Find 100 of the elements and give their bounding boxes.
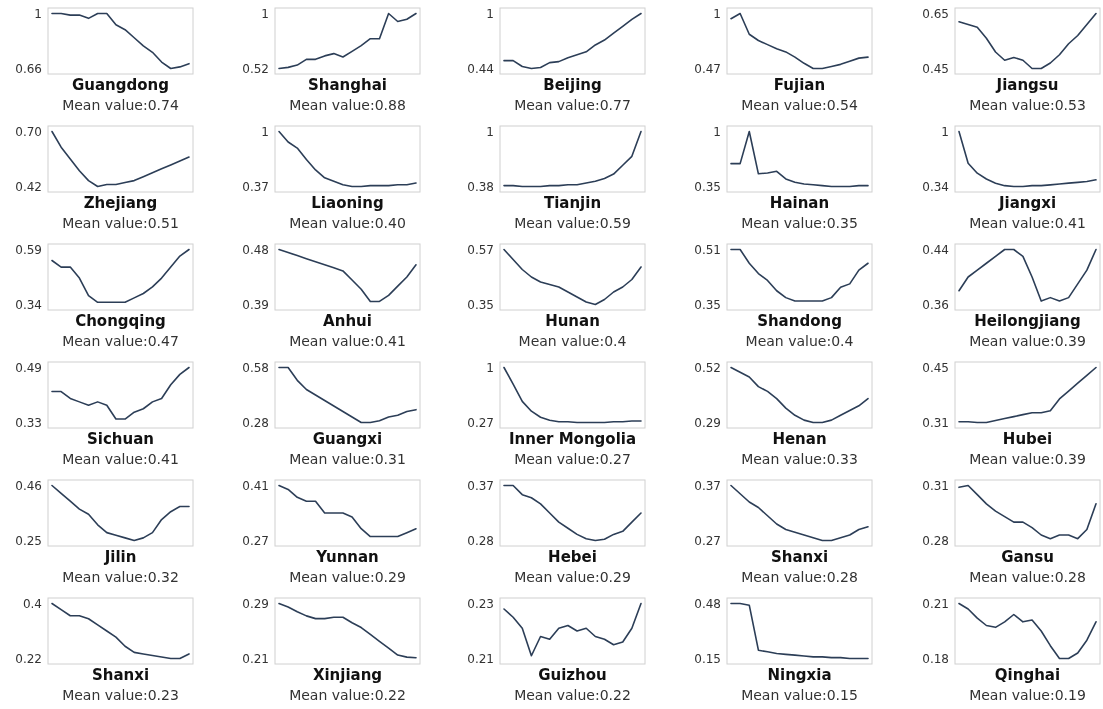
line-series — [503, 602, 642, 657]
text: Henan — [772, 430, 827, 448]
text: Shandong — [757, 312, 842, 330]
text: Mean value:0.33 — [741, 451, 858, 467]
y-tick-label: 0.25 — [15, 533, 42, 548]
y-tick-label: 0.33 — [15, 415, 42, 430]
y-tick-label: 0.45 — [922, 360, 949, 375]
y-tick-label: 0.51 — [694, 242, 721, 257]
line-series — [51, 366, 190, 420]
line-series — [503, 248, 642, 306]
text: Jiangxi — [997, 194, 1057, 212]
text: Zhejiang — [83, 194, 158, 212]
text: Mean value:0.41 — [62, 451, 179, 467]
line-series — [503, 484, 642, 542]
y-tick-label: 0.27 — [694, 533, 721, 548]
text: Ningxia — [767, 666, 832, 684]
y-tick-label: 0.31 — [922, 478, 949, 493]
text: Tianjin — [543, 194, 602, 212]
text: Mean value:0.53 — [969, 97, 1086, 113]
line-series — [730, 484, 869, 542]
text: Jilin — [103, 548, 137, 566]
line-series — [51, 130, 190, 188]
y-tick-label: 0.37 — [694, 478, 721, 493]
text: Mean value:0.54 — [741, 97, 858, 113]
line-series — [503, 12, 642, 70]
text: Gansu — [1001, 548, 1054, 566]
y-tick-label: 0.27 — [242, 533, 269, 548]
y-tick-label: 0.28 — [242, 415, 269, 430]
text: Liaoning — [311, 194, 384, 212]
line-series — [730, 602, 869, 660]
line-series — [278, 484, 417, 538]
line-series — [958, 248, 1097, 302]
y-tick-label: 0.31 — [922, 415, 949, 430]
text: Qinghai — [994, 666, 1061, 684]
y-tick-label: 0.48 — [694, 596, 721, 611]
y-tick-label: 0.34 — [15, 297, 42, 312]
line-series — [730, 248, 869, 302]
text: Mean value:0.27 — [514, 451, 631, 467]
y-tick-label: 0.37 — [242, 179, 269, 194]
y-tick-label: 0.27 — [467, 415, 494, 430]
line-series — [730, 130, 869, 188]
line-series — [958, 130, 1097, 188]
text: Mean value:0.22 — [514, 687, 631, 703]
y-tick-label: 0.21 — [467, 651, 494, 666]
line-series — [958, 602, 1097, 660]
text: Guangdong — [72, 76, 169, 94]
line-series — [51, 602, 190, 660]
line-series — [51, 12, 190, 70]
text: Guangxi — [312, 430, 383, 448]
y-tick-label: 0.34 — [922, 179, 949, 194]
text: Shanghai — [308, 76, 387, 94]
y-tick-label: 0.49 — [15, 360, 42, 375]
y-tick-label: 0.21 — [242, 651, 269, 666]
text: Yunnan — [315, 548, 379, 566]
text: Hainan — [769, 194, 830, 212]
y-tick-label: 0.21 — [922, 596, 949, 611]
line-series — [278, 248, 417, 303]
y-tick-label: 0.44 — [922, 242, 949, 257]
y-tick-label: 0.23 — [467, 596, 494, 611]
y-tick-label: 0.59 — [15, 242, 42, 257]
y-tick-label: 1 — [261, 124, 269, 139]
text: Mean value:0.40 — [289, 215, 406, 231]
text: Xinjiang — [312, 666, 383, 684]
text: Anhui — [323, 312, 372, 330]
text: Mean value:0.47 — [62, 333, 179, 349]
line-series — [730, 12, 869, 70]
line-series — [51, 484, 190, 542]
text: Mean value:0.88 — [289, 97, 406, 113]
line-series — [958, 12, 1097, 70]
text: Shanxi — [91, 666, 150, 684]
y-tick-label: 0.65 — [922, 6, 949, 21]
y-tick-label: 0.45 — [922, 61, 949, 76]
y-tick-label: 0.46 — [15, 478, 42, 493]
y-tick-label: 0.52 — [242, 61, 269, 76]
y-tick-label: 0.29 — [242, 596, 269, 611]
text: Inner Mongolia — [508, 430, 637, 448]
y-tick-label: 0.28 — [467, 533, 494, 548]
y-tick-label: 1 — [713, 124, 721, 139]
y-tick-label: 0.66 — [15, 61, 42, 76]
text: Mean value:0.31 — [289, 451, 406, 467]
y-tick-label: 1 — [34, 6, 42, 21]
y-tick-label: 0.47 — [694, 61, 721, 76]
y-tick-label: 0.70 — [15, 124, 42, 139]
text: Mean value:0.4 — [745, 333, 854, 349]
text: Hebei — [548, 548, 597, 566]
y-tick-label: 0.42 — [15, 179, 42, 194]
line-series — [278, 602, 417, 659]
text: Mean value:0.41 — [289, 333, 406, 349]
line-series — [278, 12, 417, 70]
y-tick-label: 0.39 — [242, 297, 269, 312]
text: Sichuan — [87, 430, 154, 448]
y-tick-label: 0.22 — [15, 651, 42, 666]
text: Jiangsu — [995, 76, 1059, 94]
y-tick-label: 0.57 — [467, 242, 494, 257]
line-series — [730, 366, 869, 424]
line-series — [278, 130, 417, 188]
text: Mean value:0.59 — [514, 215, 631, 231]
text: Shanxi — [770, 548, 829, 566]
y-tick-label: 0.48 — [242, 242, 269, 257]
text: Mean value:0.28 — [969, 569, 1086, 585]
